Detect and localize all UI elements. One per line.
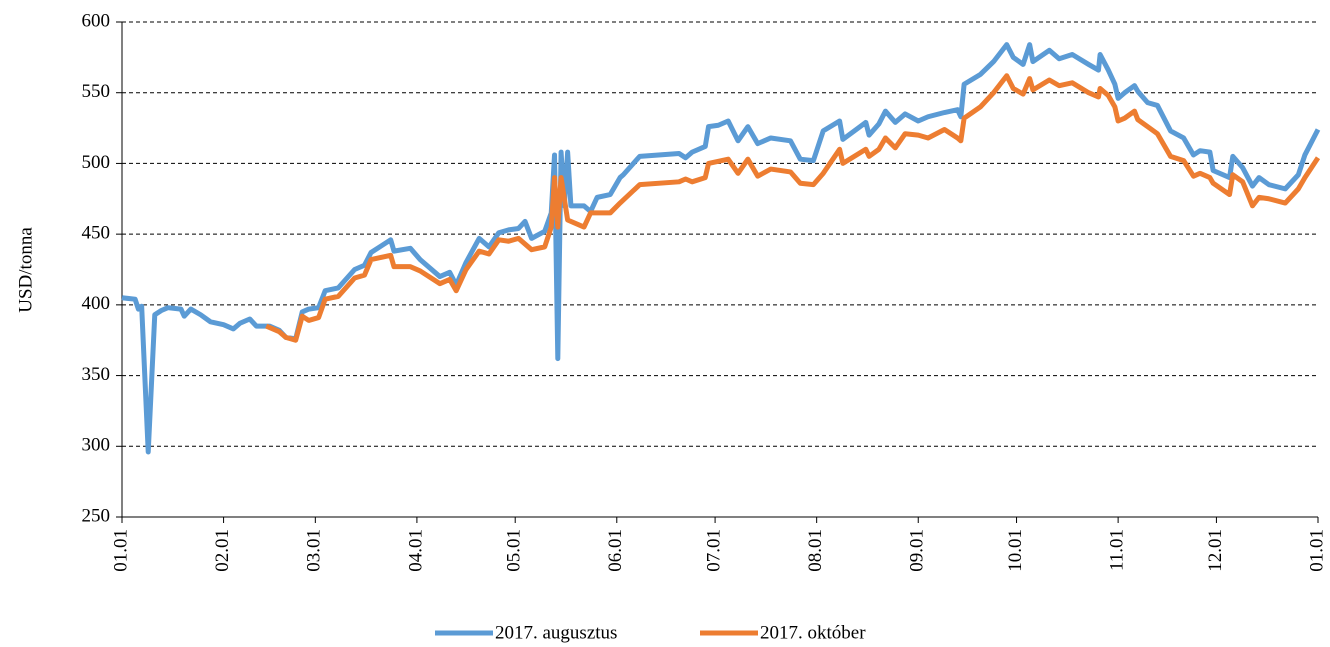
x-tick-label: 08.01	[805, 529, 826, 572]
x-tick-label: 03.01	[304, 529, 325, 572]
x-tick-label: 11.01	[1106, 529, 1127, 571]
y-tick-label: 250	[82, 505, 111, 526]
y-tick-label: 450	[82, 223, 111, 244]
x-tick-label: 12.01	[1205, 529, 1226, 572]
x-tick-label: 06.01	[605, 529, 626, 572]
x-tick-label: 01.01	[1306, 529, 1327, 572]
y-tick-label: 300	[82, 435, 111, 456]
y-axis-label: USD/tonna	[15, 227, 36, 313]
legend-label: 2017. október	[760, 622, 866, 643]
x-tick-label: 05.01	[504, 529, 525, 572]
x-tick-label: 04.01	[405, 529, 426, 572]
x-tick-label: 10.01	[1005, 529, 1026, 572]
y-tick-label: 400	[82, 293, 111, 314]
y-tick-label: 600	[82, 10, 111, 31]
x-tick-label: 01.01	[110, 529, 131, 572]
y-tick-label: 550	[82, 81, 111, 102]
x-tick-label: 02.01	[212, 529, 233, 572]
y-tick-label: 350	[82, 364, 111, 385]
series-line	[265, 73, 1321, 343]
legend-label: 2017. augusztus	[495, 622, 617, 643]
x-tick-label: 09.01	[907, 529, 928, 572]
series-line	[121, 42, 1321, 455]
x-tick-label: 07.01	[703, 529, 724, 572]
y-tick-label: 500	[82, 152, 111, 173]
